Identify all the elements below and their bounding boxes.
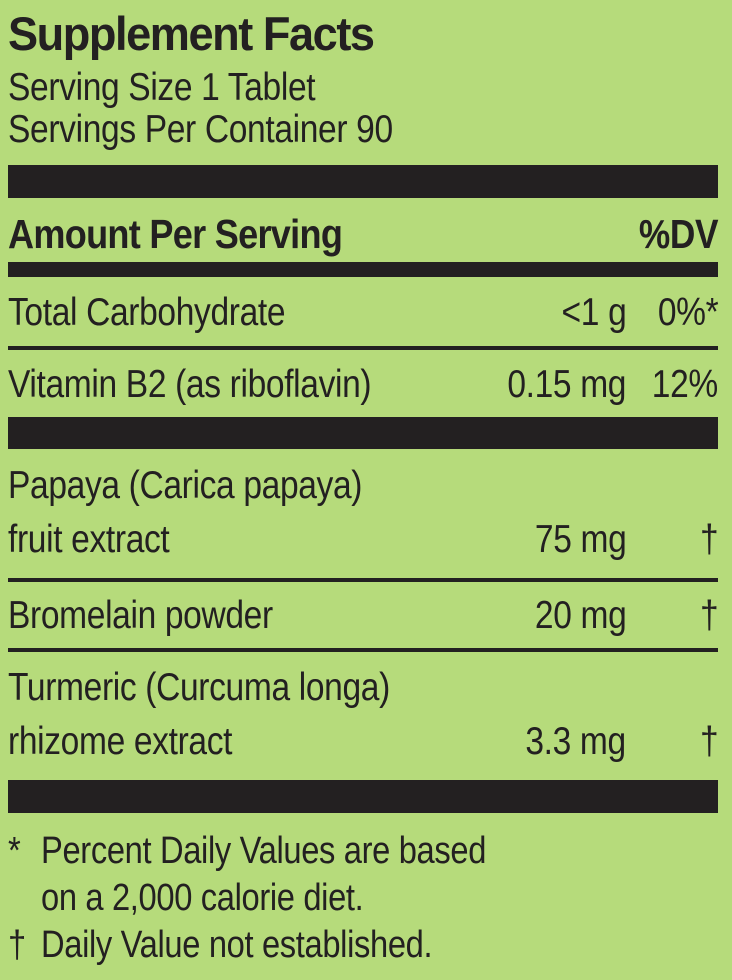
divider-bar-middle — [8, 417, 718, 449]
nutrient-amount: <1 g — [561, 291, 626, 334]
serving-info: Serving Size 1 Tablet Servings Per Conta… — [8, 67, 718, 151]
nutrient-amount: 3.3 mg — [525, 720, 627, 763]
nutrient-name-line2: rhizome extract — [8, 720, 233, 763]
nutrient-row-vitamin-b2: Vitamin B2 (as riboflavin) 0.15 mg 12% — [8, 350, 718, 417]
nutrient-dv-dagger: † — [699, 720, 719, 763]
nutrient-name-line2: fruit extract — [8, 518, 170, 561]
column-header-row: Amount Per Serving %DV — [8, 198, 719, 262]
nutrient-dv-dagger: † — [699, 594, 719, 637]
nutrient-name: Total Carbohydrate — [8, 291, 286, 334]
nutrient-name: Papaya (Carica papaya) fruit extract — [8, 459, 484, 567]
nutrient-amount: 20 mg — [534, 594, 626, 637]
percent-dv-header: %DV — [638, 211, 719, 257]
asterisk-marker: * — [8, 830, 21, 872]
divider-rule-3 — [8, 648, 718, 652]
divider-bar-header — [8, 262, 718, 277]
nutrient-dv-dagger: † — [699, 518, 719, 561]
nutrient-row-total-carbohydrate: Total Carbohydrate <1 g 0%* — [8, 277, 718, 346]
footnote-text: Percent Daily Values are based on a 2,00… — [41, 830, 487, 919]
divider-rule-1 — [8, 346, 718, 350]
divider-bar-top — [8, 165, 718, 198]
footnote-daily-value: † Daily Value not established. — [8, 922, 718, 969]
nutrient-dv: 12% — [651, 363, 718, 406]
nutrient-amount: 75 mg — [534, 518, 626, 561]
nutrient-row-bromelain: Bromelain powder 20 mg † — [8, 582, 718, 648]
nutrient-amount: 0.15 mg — [507, 363, 626, 406]
footnote-text: Daily Value not established. — [41, 924, 433, 966]
dagger-marker: † — [8, 924, 26, 966]
nutrient-name: Turmeric (Curcuma longa) rhizome extract — [8, 661, 484, 769]
nutrient-name-line1: Papaya (Carica papaya) — [8, 464, 363, 507]
nutrient-name: Vitamin B2 (as riboflavin) — [8, 363, 372, 406]
nutrient-row-turmeric: Turmeric (Curcuma longa) rhizome extract… — [8, 652, 718, 780]
footnote-percent-dv: * Percent Daily Values are based on a 2,… — [8, 828, 718, 922]
servings-per-container-line: Servings Per Container 90 — [8, 108, 393, 151]
nutrient-dv: 0%* — [657, 291, 718, 334]
nutrient-row-papaya: Papaya (Carica papaya) fruit extract 75 … — [8, 449, 718, 578]
footnotes: * Percent Daily Values are based on a 2,… — [8, 828, 718, 969]
divider-bar-bottom — [8, 780, 718, 813]
label-title-text: Supplement Facts — [8, 7, 375, 60]
divider-rule-2 — [8, 578, 718, 582]
nutrient-name-line1: Turmeric (Curcuma longa) — [8, 666, 390, 709]
serving-size-line: Serving Size 1 Tablet — [8, 66, 316, 109]
nutrient-name: Bromelain powder — [8, 594, 273, 637]
label-title: Supplement Facts — [8, 10, 718, 58]
amount-per-serving-header: Amount Per Serving — [8, 211, 343, 257]
